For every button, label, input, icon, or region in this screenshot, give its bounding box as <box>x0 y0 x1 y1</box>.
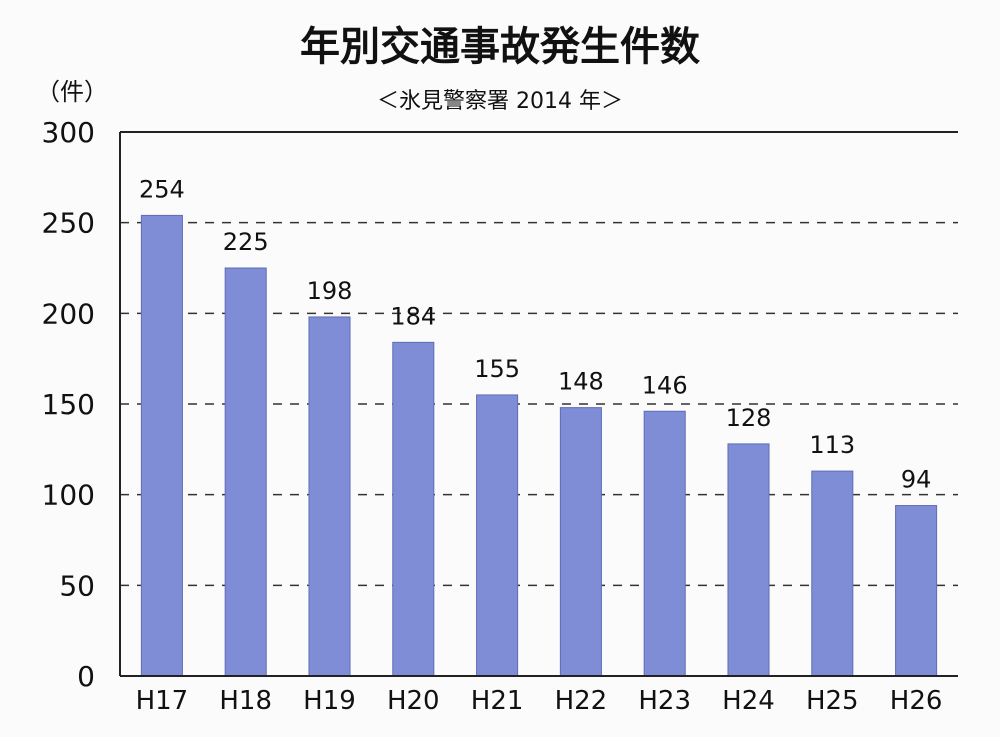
x-tick-label-H22: H22 <box>555 686 608 716</box>
bar-H22 <box>559 407 602 677</box>
x-tick-label-H23: H23 <box>638 686 691 716</box>
chart-subtitle: ＜氷見警察署 2014 年＞ <box>377 89 623 114</box>
x-tick-label-H19: H19 <box>303 686 356 716</box>
bar-H18 <box>224 267 267 677</box>
x-tick-label-H21: H21 <box>471 686 524 716</box>
bar-H26 <box>895 505 938 677</box>
y-tick-label: 250 <box>42 207 95 240</box>
data-label-H18: 225 <box>223 228 269 256</box>
bar-H17 <box>140 214 183 677</box>
y-axis-unit-label: （件） <box>36 78 108 106</box>
y-tick-label: 50 <box>59 569 95 602</box>
x-tick-label-H25: H25 <box>806 686 859 716</box>
bar-H19 <box>308 316 351 677</box>
data-label-H26: 94 <box>901 466 932 494</box>
data-label-H20: 184 <box>390 302 436 330</box>
data-label-H22: 148 <box>558 368 604 396</box>
y-tick-label: 100 <box>42 479 95 512</box>
bar-H21 <box>476 394 519 677</box>
x-tick-label-H20: H20 <box>387 686 440 716</box>
bars <box>140 214 938 677</box>
chart-title: 年別交通事故発生件数 <box>300 24 700 70</box>
y-tick-label: 200 <box>42 297 95 330</box>
y-tick-label: 300 <box>42 116 95 149</box>
x-tick-label-H26: H26 <box>890 686 943 716</box>
bar-H25 <box>811 470 854 677</box>
data-label-H23: 146 <box>642 371 688 399</box>
x-tick-label-H24: H24 <box>722 686 775 716</box>
data-labels: 254 225 198 184 155 148 146 128 113 94 <box>139 175 931 493</box>
data-label-H21: 155 <box>474 355 520 383</box>
bar-H24 <box>727 443 770 677</box>
x-tick-label-H18: H18 <box>219 686 272 716</box>
y-tick-label: 0 <box>77 660 95 693</box>
x-tick-label-H17: H17 <box>136 686 189 716</box>
data-label-H25: 113 <box>809 431 855 459</box>
data-label-H17: 254 <box>139 175 185 203</box>
bar-H23 <box>643 410 686 677</box>
data-label-H19: 198 <box>307 277 353 305</box>
axes: 0 50 100 150 200 250 300 H17 H18 H19 H20 H21 H22 H23 H… <box>42 116 958 716</box>
bar-H20 <box>392 341 435 677</box>
y-tick-label: 150 <box>42 388 95 421</box>
data-label-H24: 128 <box>726 404 772 432</box>
